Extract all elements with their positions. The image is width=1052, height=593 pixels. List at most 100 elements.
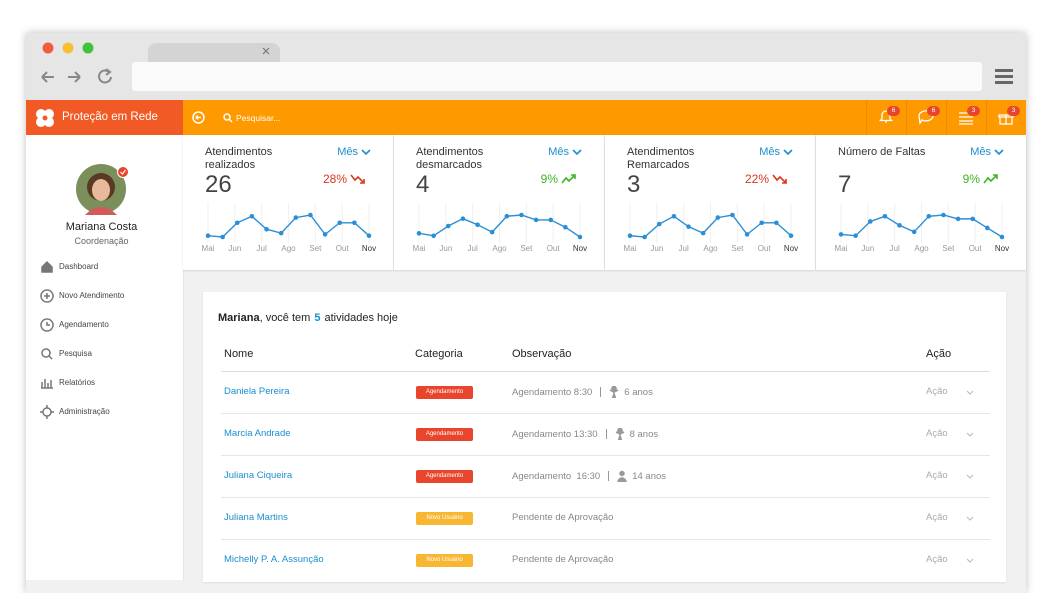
sparkline-point: [249, 213, 255, 219]
icon-shape: [959, 112, 973, 125]
observation: Pendente de Aprovação: [512, 512, 613, 523]
sparkline-point: [352, 220, 357, 226]
avatar: [76, 164, 129, 215]
dropdown-chevron: [783, 149, 793, 156]
period-select[interactable]: Mês: [337, 146, 358, 158]
card-change: 28%: [322, 172, 347, 186]
card-value: 26: [205, 171, 232, 198]
icon-shape: [966, 432, 974, 437]
age-text: 8 anos: [629, 428, 659, 440]
menu-item[interactable]: Administração: [59, 407, 110, 416]
sparkline-point: [730, 212, 735, 218]
tab-close[interactable]: [262, 47, 270, 55]
greeting: Mariana, você tem 5 atividades hoje: [218, 312, 398, 324]
header-icon[interactable]: [956, 108, 976, 128]
separator: [600, 387, 602, 397]
age-text: 14 anos: [632, 470, 667, 482]
age-icon: [609, 386, 619, 398]
brand-name: Proteção em Rede: [62, 111, 158, 123]
row-name[interactable]: Michelly P. A. Assunção: [224, 554, 324, 565]
sparkline-point: [882, 213, 888, 219]
logo: [36, 109, 54, 127]
action-select[interactable]: Ação: [926, 428, 948, 439]
month-label: Jun: [650, 244, 664, 253]
period-select[interactable]: Mês: [970, 146, 991, 158]
sparkline-point: [838, 232, 844, 237]
separator: [608, 471, 610, 481]
sparkline-point: [460, 216, 466, 221]
row-name[interactable]: Daniela Pereira: [224, 386, 290, 397]
back-button[interactable]: [192, 111, 205, 124]
greeting-text: atividades hoje: [324, 312, 398, 324]
column-header: Nome: [224, 348, 254, 360]
sparkline-point: [264, 226, 269, 232]
activities-panel: Mariana, você tem 5 atividades hoje Nome Cat…: [203, 292, 1006, 582]
header-divider: [866, 100, 867, 135]
page: Proteção em Rede Pesquisar... Mariana Co…: [26, 33, 1026, 593]
icon-shape: [966, 390, 974, 395]
sparkline-point: [911, 229, 917, 235]
sparkline-point: [577, 234, 583, 240]
row-rule: [221, 413, 990, 414]
browser-controls: [41, 42, 1013, 84]
age-icon: [615, 428, 624, 440]
month-label: Jul: [889, 244, 900, 253]
card-title: Atendimentos realizados: [205, 146, 273, 171]
greeting-count: 5: [314, 312, 321, 324]
menu-item[interactable]: Dashboard: [59, 262, 99, 271]
sparkline-point: [788, 233, 794, 239]
dropdown-chevron: [572, 149, 582, 156]
row-name[interactable]: Marcia Andrade: [224, 428, 291, 439]
sparkline-point: [220, 234, 225, 240]
period-select[interactable]: Mês: [759, 146, 780, 158]
user-name: Mariana Costa: [65, 221, 138, 233]
observation-text: Pendente de Aprovação: [512, 512, 614, 523]
month-label: Mai: [412, 244, 426, 253]
month-label: Mai: [834, 244, 848, 253]
category-badge: Novo Usuário: [416, 512, 473, 525]
menu-icon: [41, 379, 53, 389]
month-label: Set: [942, 244, 955, 253]
icon-shape: [40, 405, 54, 419]
icon-shape: [966, 474, 974, 479]
action-select[interactable]: Ação: [926, 554, 948, 565]
stat-card: Atendimentos Remarcados Mês 3 22% Mai Jun Jul A…: [605, 135, 815, 270]
menu-item[interactable]: Relatórios: [59, 378, 96, 387]
row-name[interactable]: Juliana Martins: [224, 512, 288, 523]
period-select[interactable]: Mês: [548, 146, 569, 158]
observation-text: Pendente de Aprovação: [512, 554, 614, 565]
sparkline: [838, 203, 1005, 243]
menu-item[interactable]: Pesquisa: [59, 349, 92, 358]
header-divider: [986, 100, 987, 135]
icon-shape: [40, 289, 54, 303]
sparkline-point: [366, 233, 372, 239]
menu-icon: [40, 289, 54, 303]
observation: Agendamento 8:30 6 anos: [512, 386, 653, 398]
month-label: Jul: [678, 244, 689, 253]
stat-card: Atendimentos desmarcados Mês 4 9% Mai Jun Jul A…: [394, 135, 604, 270]
greeting-name: Mariana: [218, 312, 260, 324]
sparkline-point: [337, 220, 343, 226]
month-label: Nov: [572, 244, 588, 253]
row-rule: [221, 497, 990, 498]
icon-shape: [983, 174, 998, 184]
action-select[interactable]: Ação: [926, 386, 948, 397]
trend-arrow: [983, 174, 998, 184]
menu-item[interactable]: Agendamento: [59, 320, 109, 329]
sparkline-point: [686, 224, 691, 229]
icon-shape: [41, 379, 53, 389]
month-label: Ago: [492, 244, 507, 253]
action-select[interactable]: Ação: [926, 512, 948, 523]
address-bar[interactable]: [132, 62, 982, 91]
action-select[interactable]: Ação: [926, 470, 948, 481]
sparkline-point: [533, 217, 539, 223]
sparkline-point: [926, 213, 932, 219]
row-name[interactable]: Juliana Ciqueira: [224, 470, 293, 481]
icon-shape: [41, 348, 53, 360]
browser-tab[interactable]: [148, 43, 280, 62]
month-label: Ago: [281, 244, 296, 253]
card-change: 9%: [962, 172, 980, 186]
menu-item[interactable]: Novo Atendimento: [59, 291, 125, 300]
menu-icon: [40, 318, 54, 332]
search-input[interactable]: Pesquisar...: [236, 113, 281, 123]
